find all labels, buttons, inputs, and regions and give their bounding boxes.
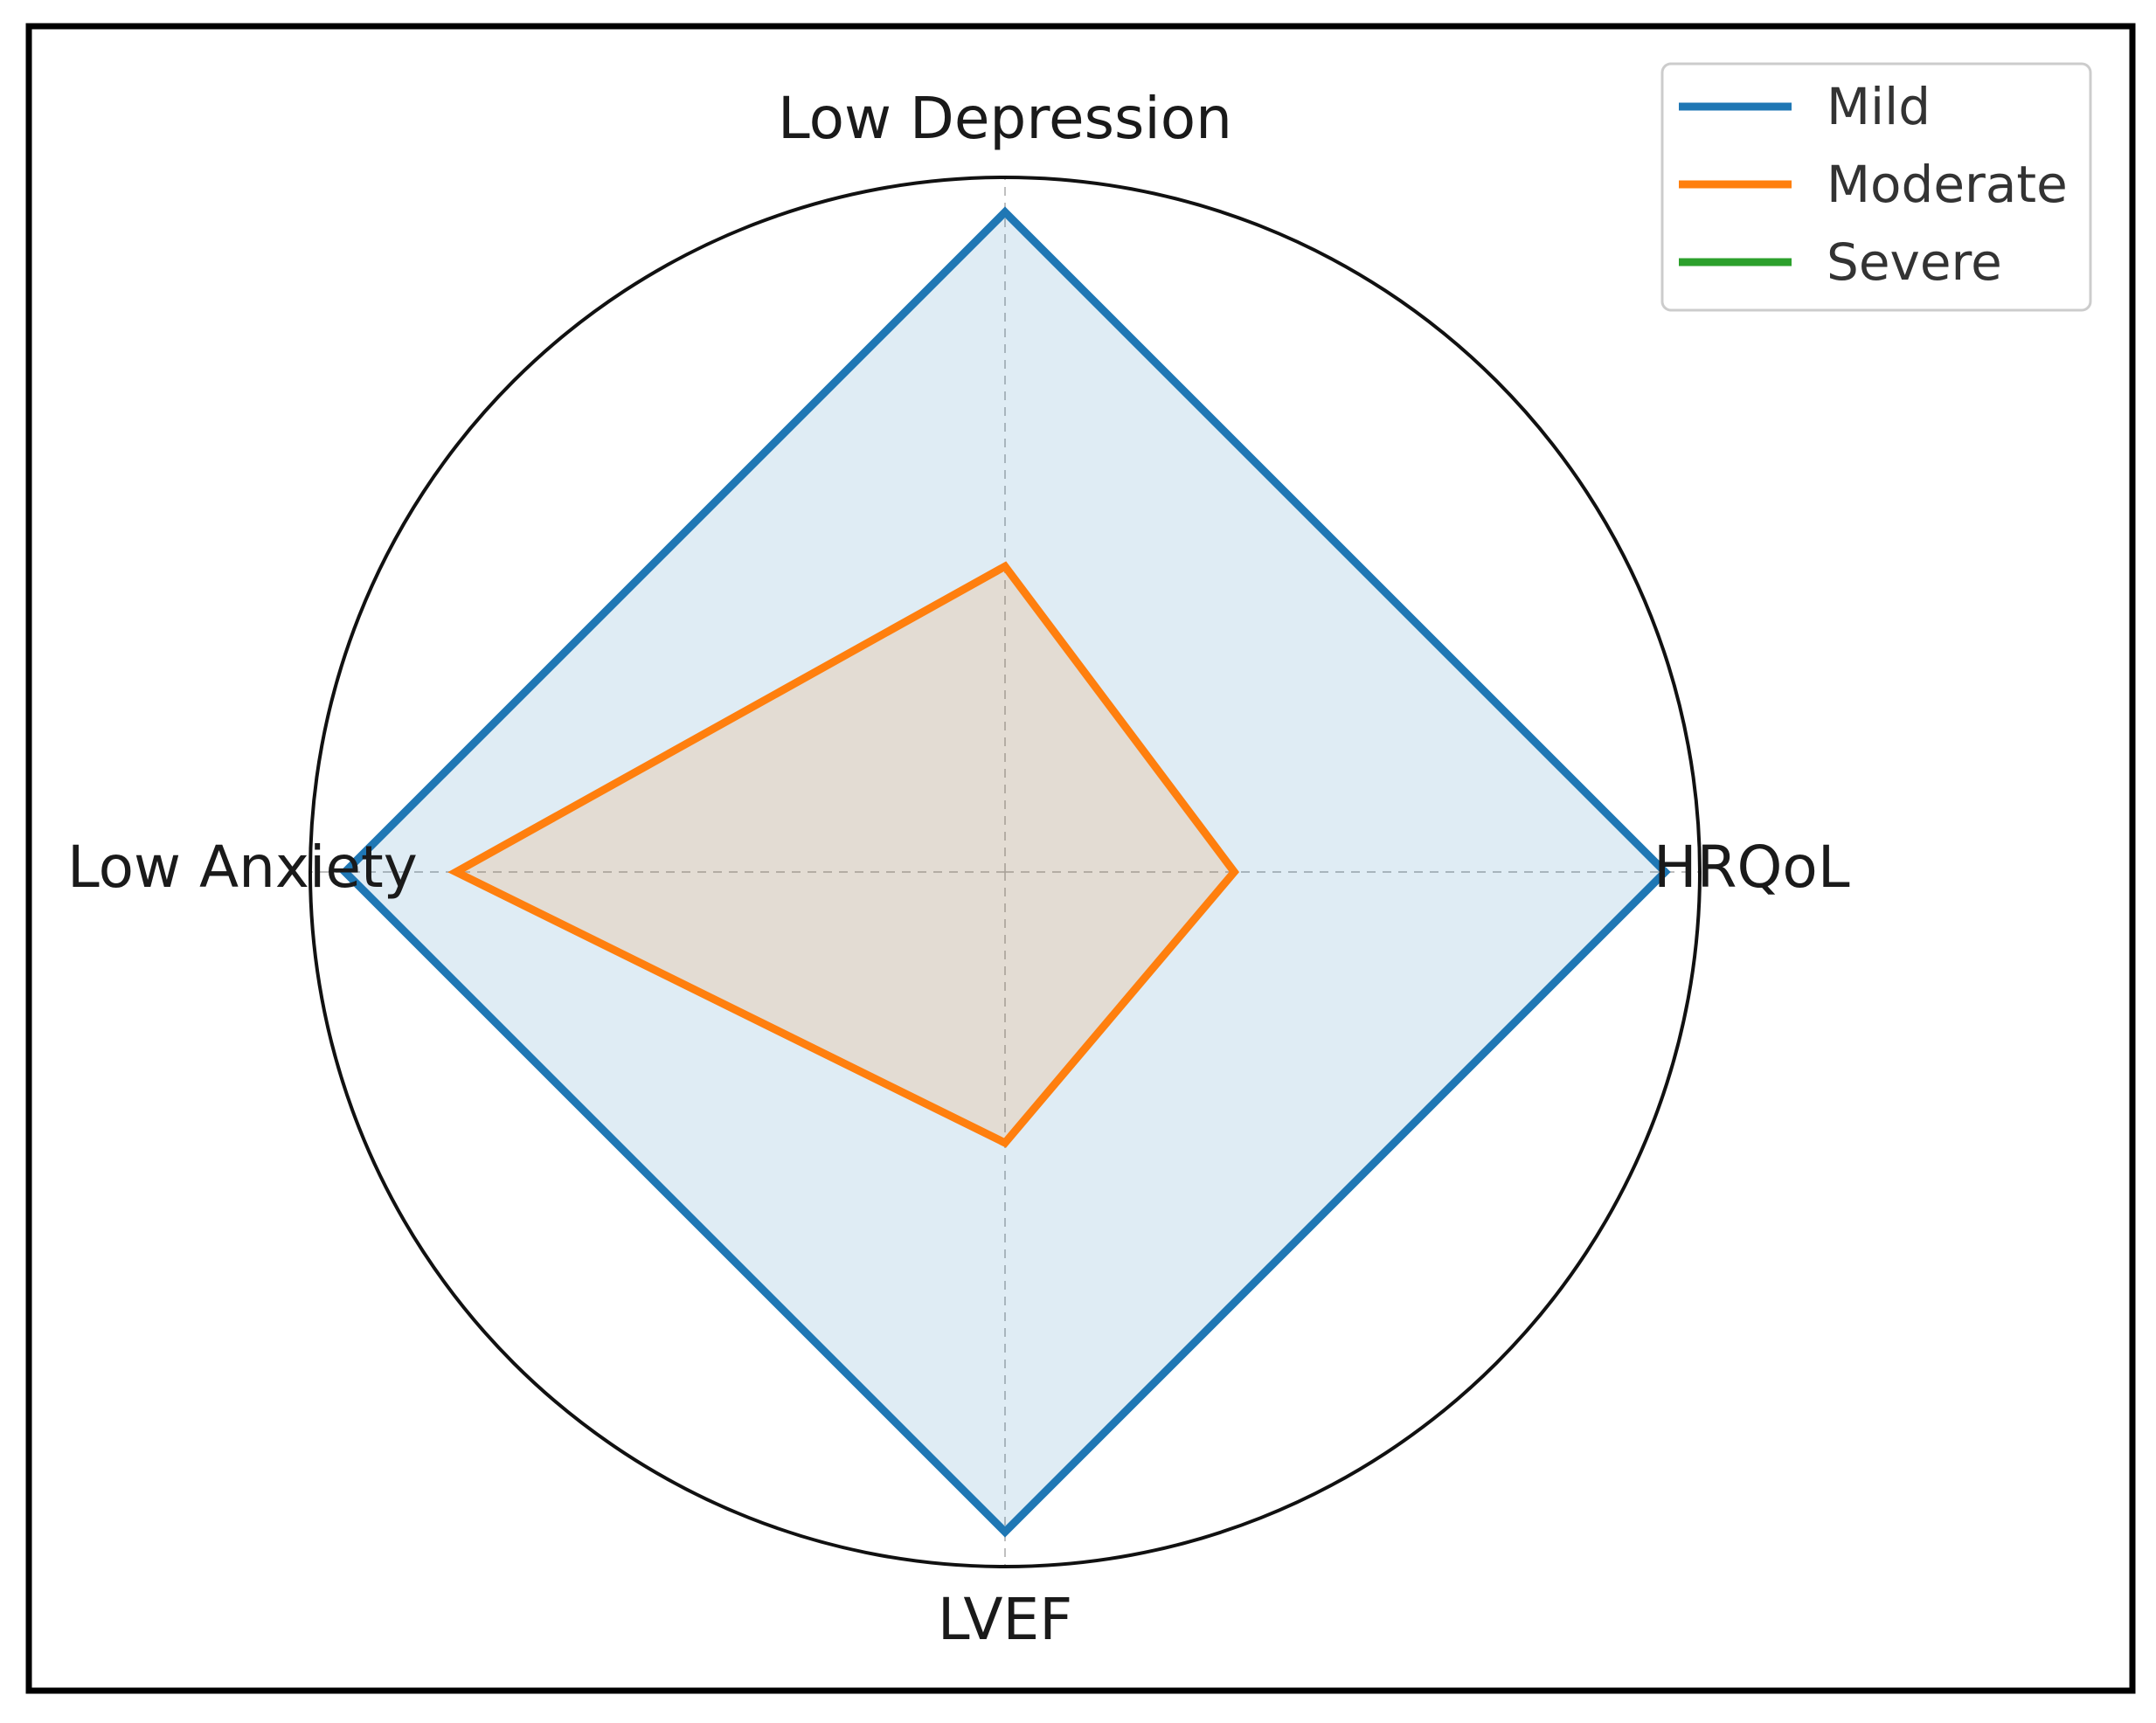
axis-label-low-depression: Low Depression [778, 85, 1232, 152]
series-line-moderate [447, 561, 1240, 1148]
axis-label-low-anxiety: Low Anxiety [67, 834, 418, 901]
legend-label-mild: Mild [1827, 77, 1931, 136]
series-fill-moderate [455, 566, 1235, 1143]
polar-outline [308, 176, 1702, 1568]
axis-label-lvef: LVEF [938, 1586, 1072, 1653]
series-layer [339, 206, 1671, 1538]
outline-layer [308, 176, 1702, 1568]
legend: Mild Moderate Severe [1660, 62, 2092, 312]
series-line-mild [339, 206, 1671, 1538]
grid-layer [310, 177, 1700, 1567]
axis-label-layer: Low Depression HRQoL LVEF Low Anxiety [67, 85, 1850, 1653]
legend-label-severe: Severe [1827, 232, 2002, 292]
legend-frame [1660, 62, 2092, 312]
legend-label-moderate: Moderate [1827, 155, 2068, 214]
axis-label-hrqol: HRQoL [1653, 834, 1850, 901]
